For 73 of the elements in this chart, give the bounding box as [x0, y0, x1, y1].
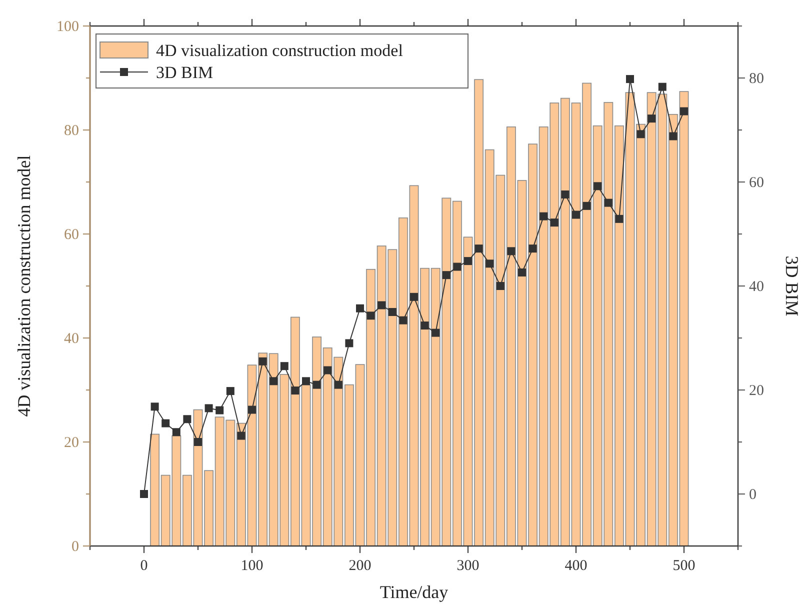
legend-label: 3D BIM — [156, 63, 214, 82]
point — [496, 282, 504, 290]
x-tick-label: 500 — [672, 558, 696, 574]
point — [594, 182, 602, 190]
point — [140, 490, 148, 498]
point — [226, 387, 234, 396]
y-tick-label: 100 — [56, 19, 79, 35]
point — [464, 257, 472, 266]
point — [572, 210, 580, 219]
y2-tick-label: 0 — [749, 487, 756, 503]
point — [528, 244, 537, 253]
point — [507, 247, 516, 256]
y-tick-label: 20 — [64, 435, 79, 451]
point — [442, 271, 450, 280]
point — [150, 402, 159, 411]
x-tick-label: 400 — [564, 558, 588, 574]
y-axis-title: 4D visualization construction model — [14, 155, 34, 417]
point — [216, 406, 224, 414]
point — [172, 428, 180, 436]
point — [648, 114, 656, 123]
point — [312, 380, 321, 389]
point — [270, 377, 278, 386]
point — [194, 438, 202, 446]
point — [486, 260, 494, 268]
point — [237, 432, 246, 440]
point — [540, 212, 548, 220]
point — [626, 75, 634, 84]
point — [248, 406, 256, 414]
point — [669, 132, 678, 140]
y-tick-label: 80 — [64, 123, 79, 139]
point — [518, 268, 526, 276]
y2-tick-label: 80 — [749, 71, 764, 87]
point — [280, 362, 288, 370]
point — [366, 312, 375, 320]
y2-axis-title: 3D BIM — [782, 256, 802, 316]
point — [453, 262, 462, 271]
y-tick-label: 0 — [72, 539, 79, 555]
point — [378, 301, 386, 310]
point — [345, 339, 354, 348]
point — [324, 366, 332, 374]
point — [582, 202, 591, 210]
point — [334, 380, 342, 389]
point — [162, 419, 170, 428]
point — [636, 130, 645, 138]
point — [410, 292, 418, 301]
point — [658, 82, 666, 91]
point — [258, 357, 267, 366]
x-tick-label: 100 — [240, 558, 264, 574]
point — [561, 190, 570, 198]
point — [388, 308, 396, 316]
x-tick-label: 300 — [456, 558, 480, 574]
point — [615, 214, 624, 223]
y2-tick-label: 40 — [749, 279, 764, 295]
point — [604, 198, 612, 207]
y-tick-label: 60 — [64, 227, 79, 243]
x-axis-title: Time/day — [380, 582, 448, 602]
point — [680, 107, 688, 116]
point — [432, 328, 440, 337]
point — [356, 304, 364, 312]
point — [420, 322, 429, 330]
point — [550, 218, 558, 227]
point — [302, 377, 310, 386]
x-tick-label: 0 — [140, 558, 148, 574]
y2-tick-label: 20 — [749, 383, 764, 399]
point — [204, 404, 213, 412]
point — [399, 316, 408, 324]
y-tick-label: 40 — [64, 331, 79, 347]
point — [474, 244, 483, 253]
point — [183, 415, 192, 424]
y2-tick-label: 60 — [749, 175, 764, 191]
x-tick-label: 200 — [348, 558, 372, 574]
point — [291, 386, 300, 395]
legend-label: 4D visualization construction model — [156, 41, 404, 60]
